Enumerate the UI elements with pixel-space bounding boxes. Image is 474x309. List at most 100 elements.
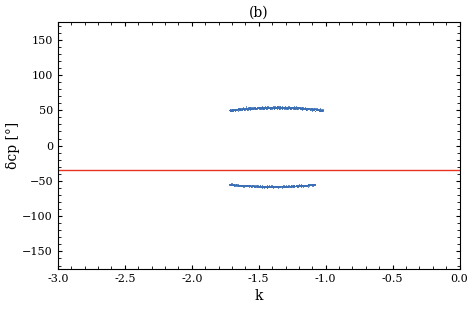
Point	[293, 106, 301, 111]
Point	[314, 107, 322, 112]
Point	[227, 108, 235, 112]
Point	[261, 106, 269, 111]
Point	[264, 106, 272, 111]
Point	[268, 105, 276, 110]
Point	[263, 104, 270, 109]
Point	[306, 183, 313, 188]
Point	[313, 107, 321, 112]
Point	[259, 105, 267, 110]
Point	[233, 181, 240, 186]
Point	[294, 105, 302, 110]
Point	[273, 105, 281, 110]
Point	[306, 182, 314, 187]
Point	[278, 107, 285, 112]
Point	[261, 105, 268, 110]
Point	[245, 105, 253, 110]
Point	[277, 184, 285, 189]
Point	[249, 106, 256, 111]
Point	[238, 182, 246, 187]
Point	[262, 105, 269, 110]
Point	[272, 106, 279, 111]
Point	[299, 184, 307, 189]
Point	[310, 182, 318, 187]
Point	[316, 106, 324, 111]
Point	[268, 104, 275, 109]
Point	[226, 107, 233, 112]
Point	[283, 183, 290, 188]
Point	[293, 105, 301, 110]
Point	[290, 184, 297, 188]
Point	[237, 183, 245, 188]
Point	[273, 184, 281, 188]
Point	[294, 184, 301, 188]
Point	[274, 183, 282, 188]
Point	[242, 106, 250, 111]
Point	[264, 104, 272, 109]
Point	[319, 108, 326, 113]
Point	[288, 105, 296, 110]
Point	[263, 106, 271, 111]
Point	[241, 183, 248, 188]
Point	[273, 105, 281, 110]
Point	[257, 106, 265, 111]
Point	[267, 106, 274, 111]
Point	[255, 105, 262, 110]
Point	[264, 105, 271, 110]
Point	[229, 182, 237, 187]
Point	[297, 106, 304, 111]
Point	[244, 107, 252, 112]
Point	[311, 106, 319, 111]
Point	[289, 104, 297, 109]
Point	[263, 184, 270, 189]
Point	[266, 105, 274, 110]
Point	[311, 107, 319, 112]
Point	[228, 108, 236, 113]
Point	[237, 107, 245, 112]
Point	[312, 107, 320, 112]
Point	[262, 184, 270, 189]
Point	[292, 106, 300, 111]
Point	[230, 183, 238, 188]
Point	[311, 181, 319, 186]
Point	[306, 182, 314, 187]
Point	[241, 184, 249, 188]
Point	[276, 184, 283, 188]
Point	[291, 184, 299, 188]
Point	[266, 104, 273, 109]
Point	[291, 106, 298, 111]
Point	[312, 107, 319, 112]
Point	[269, 184, 276, 189]
Point	[252, 105, 259, 110]
Point	[261, 106, 268, 111]
Point	[230, 108, 237, 113]
Point	[297, 106, 304, 111]
Point	[306, 106, 314, 111]
Point	[227, 183, 235, 188]
Point	[293, 182, 301, 187]
Point	[245, 184, 252, 189]
Point	[310, 183, 318, 188]
Point	[256, 184, 264, 189]
Y-axis label: δcp [°]: δcp [°]	[6, 122, 19, 169]
Point	[269, 105, 277, 110]
Point	[292, 184, 300, 188]
Point	[249, 105, 257, 110]
Point	[283, 183, 290, 188]
Point	[269, 105, 276, 110]
Point	[298, 106, 305, 111]
Point	[245, 183, 252, 188]
Point	[242, 105, 250, 110]
Point	[285, 184, 293, 189]
Point	[267, 104, 275, 109]
Point	[276, 184, 284, 188]
Point	[239, 107, 246, 112]
Point	[299, 107, 306, 112]
Point	[306, 107, 314, 112]
Point	[277, 105, 285, 110]
Point	[285, 105, 293, 110]
Point	[247, 106, 255, 111]
Point	[288, 184, 296, 188]
Point	[280, 184, 287, 189]
Point	[288, 105, 295, 110]
Point	[242, 184, 249, 189]
